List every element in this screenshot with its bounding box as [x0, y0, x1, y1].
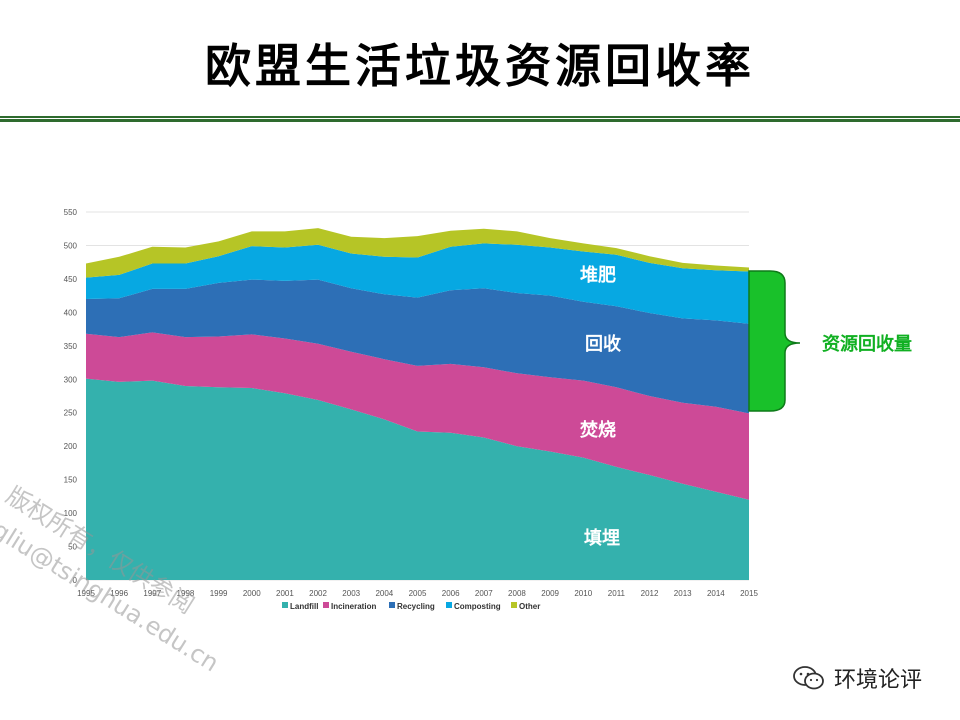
- legend-item-recycling: Recycling: [389, 602, 435, 611]
- x-tick-label: 1995: [77, 589, 95, 598]
- x-tick-label: 2005: [409, 589, 427, 598]
- x-tick-label: 2002: [309, 589, 327, 598]
- x-tick-label: 2003: [342, 589, 360, 598]
- legend-swatch: [323, 602, 329, 608]
- label-landfill: 填埋: [584, 527, 620, 549]
- title-divider: [0, 119, 960, 122]
- y-tick-label: 100: [64, 509, 78, 518]
- x-tick-label: 2014: [707, 589, 725, 598]
- y-tick-label: 450: [64, 275, 78, 284]
- y-tick-label: 0: [73, 576, 78, 585]
- x-tick-label: 1999: [210, 589, 228, 598]
- x-tick-label: 2012: [641, 589, 659, 598]
- recovery-brace: 资源回收量: [748, 270, 912, 412]
- y-tick-label: 300: [64, 375, 78, 384]
- y-tick-label: 500: [64, 241, 78, 250]
- area-composting: [86, 243, 749, 324]
- label-recycling: 回收: [585, 333, 621, 355]
- wechat-icon: [793, 666, 824, 690]
- legend-item-other: Other: [511, 602, 540, 611]
- legend-label: Other: [519, 602, 540, 611]
- x-tick-label: 2001: [276, 589, 294, 598]
- area-landfill: [86, 378, 749, 580]
- x-tick-label: 2013: [674, 589, 692, 598]
- legend-item-landfill: Landfill: [282, 602, 318, 611]
- legend-label: Recycling: [397, 602, 435, 611]
- x-tick-label: 1997: [143, 589, 161, 598]
- x-tick-label: 2008: [508, 589, 526, 598]
- y-tick-label: 350: [64, 342, 78, 351]
- brand-badge: 环境论评: [792, 664, 923, 693]
- x-tick-label: 2011: [608, 589, 626, 598]
- brace-label: 资源回收量: [822, 333, 912, 355]
- x-tick-label: 1996: [110, 589, 128, 598]
- y-tick-label: 550: [64, 208, 78, 217]
- y-tick-label: 200: [64, 442, 78, 451]
- y-tick-label: 250: [64, 409, 78, 418]
- label-composting: 堆肥: [580, 264, 616, 286]
- label-incineration: 焚烧: [579, 420, 616, 441]
- brand-name: 环境论评: [834, 668, 923, 693]
- x-tick-label: 1998: [177, 589, 195, 598]
- y-tick-label: 400: [64, 308, 78, 317]
- legend-label: Incineration: [331, 602, 376, 611]
- x-tick-label: 2000: [243, 589, 261, 598]
- x-tick-label: 2006: [442, 589, 460, 598]
- x-tick-label: 2007: [475, 589, 493, 598]
- legend-swatch: [389, 602, 395, 608]
- x-tick-label: 2010: [574, 589, 592, 598]
- x-tick-label: 2009: [541, 589, 559, 598]
- title-divider-top: [0, 116, 960, 118]
- x-tick-label: 2004: [375, 589, 393, 598]
- y-tick-label: 150: [64, 476, 78, 485]
- legend-item-incineration: Incineration: [323, 602, 376, 611]
- legend-swatch: [282, 602, 288, 608]
- legend-label: Landfill: [290, 602, 318, 611]
- legend-label: Composting: [454, 602, 501, 611]
- legend-swatch: [511, 602, 517, 608]
- area-recycling: [86, 279, 749, 414]
- area-incineration: [86, 332, 749, 500]
- legend-swatch: [446, 602, 452, 608]
- legend-item-composting: Composting: [446, 602, 501, 611]
- x-tick-label: 2015: [740, 589, 758, 598]
- area-other: [86, 228, 749, 278]
- y-tick-label: 50: [68, 543, 77, 552]
- page-title: 欧盟生活垃圾资源回收率: [205, 39, 755, 93]
